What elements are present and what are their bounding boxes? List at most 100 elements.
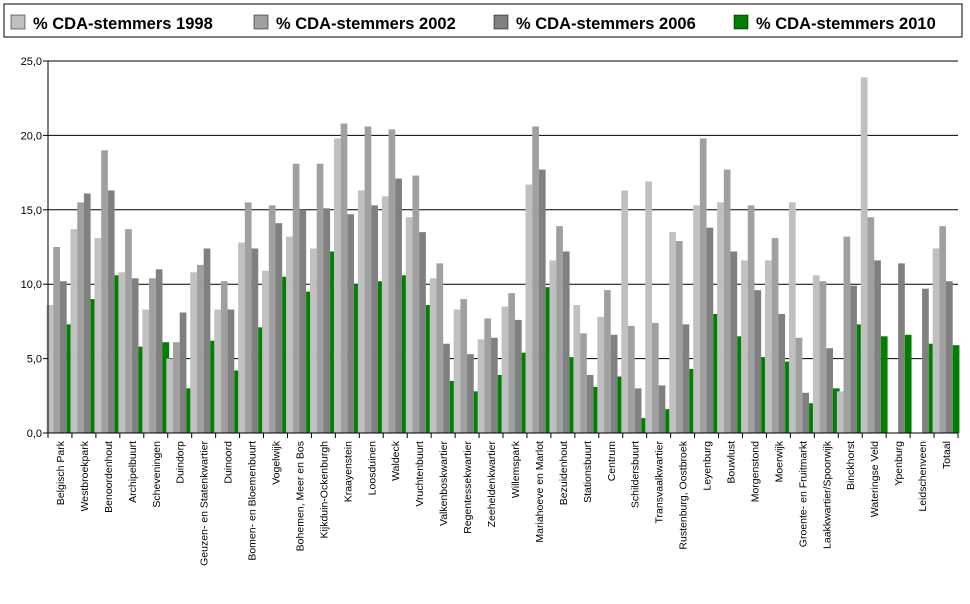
- bar: [220, 281, 228, 433]
- bar: [371, 205, 378, 433]
- y-tick-label: 5,0: [27, 354, 42, 366]
- bar: [395, 178, 402, 433]
- bar: [593, 386, 601, 433]
- bars: [46, 77, 960, 434]
- bar: [634, 388, 642, 433]
- x-category-label: Groente- en Fruitmarkt: [797, 441, 809, 547]
- bar: [306, 291, 313, 433]
- bar: [275, 223, 283, 433]
- bar: [843, 236, 851, 433]
- axes: [43, 60, 959, 438]
- y-tick-label: 0,0: [27, 428, 42, 440]
- bar: [699, 138, 707, 433]
- y-tick-label: 10,0: [21, 279, 42, 291]
- bar: [545, 287, 553, 433]
- bar: [173, 342, 180, 433]
- y-tick-label: 15,0: [21, 205, 42, 217]
- bar: [706, 227, 714, 433]
- x-category-label: Belgisch Park: [55, 440, 67, 505]
- x-category-label: Leyenburg: [702, 441, 714, 491]
- bar: [713, 313, 720, 433]
- bar: [952, 345, 960, 433]
- bar: [723, 169, 731, 433]
- bar: [556, 226, 563, 433]
- bar: [381, 196, 389, 433]
- bar: [227, 309, 235, 433]
- x-category-label: Ypenburg: [893, 441, 905, 486]
- bar: [549, 260, 557, 433]
- bar: [809, 403, 816, 433]
- bar: [484, 318, 492, 433]
- bar: [299, 209, 307, 433]
- bar: [617, 376, 625, 433]
- bar: [388, 129, 396, 433]
- bar: [347, 214, 355, 433]
- bar: [309, 248, 317, 433]
- bar: [693, 205, 700, 433]
- bar: [604, 290, 611, 433]
- bar: [922, 288, 929, 433]
- bar: [149, 278, 156, 433]
- bar: [628, 325, 635, 433]
- x-category-label: Zeeheldenkwartier: [486, 441, 498, 528]
- bar: [747, 205, 755, 433]
- bar: [785, 361, 792, 433]
- bar: [118, 272, 126, 433]
- bar: [641, 418, 649, 433]
- bar: [449, 380, 457, 433]
- bar: [59, 281, 67, 433]
- bar: [443, 343, 450, 433]
- bar: [70, 229, 78, 433]
- bar: [812, 275, 820, 433]
- bar: [142, 309, 150, 433]
- y-tick-label: 25,0: [21, 56, 42, 68]
- bar: [405, 217, 413, 433]
- bar: [597, 316, 605, 433]
- bar: [179, 312, 187, 433]
- legend: % CDA-stemmers 1998 % CDA-stemmers 2002 …: [10, 14, 936, 33]
- bar: [802, 392, 810, 433]
- bar: [946, 281, 953, 433]
- bar: [114, 275, 122, 433]
- x-category-label: Stationsbuurt: [582, 441, 594, 503]
- x-category-label: Waldeck: [390, 440, 402, 481]
- bar: [107, 190, 115, 433]
- bar: [238, 242, 245, 433]
- bar: [364, 126, 372, 434]
- bar: [323, 208, 331, 433]
- bar: [419, 232, 426, 433]
- legend-swatch-2002: [253, 14, 269, 30]
- bar: [46, 305, 54, 433]
- x-category-label: Bezuidenhout: [558, 441, 570, 505]
- bar: [66, 324, 74, 433]
- x-category-label: Rustenburg, Oostbroek: [678, 440, 690, 549]
- bar: [286, 236, 293, 433]
- x-category-label: Moerwijk: [773, 440, 785, 482]
- bar: [689, 369, 697, 433]
- bar: [460, 299, 468, 433]
- bar: [826, 348, 833, 433]
- x-category-label: Totaal: [941, 441, 953, 469]
- bar: [932, 248, 940, 433]
- x-category-label: Geuzen- en Statenkwartier: [199, 441, 211, 566]
- bar: [429, 278, 437, 433]
- bar: [737, 336, 744, 433]
- bar: [525, 184, 533, 433]
- x-category-label: Schildersbuurt: [630, 441, 642, 508]
- legend-swatch-2006: [493, 14, 509, 30]
- bar: [665, 409, 673, 433]
- bar: [856, 324, 864, 433]
- bar: [573, 305, 581, 433]
- bar: [210, 340, 218, 433]
- bar: [155, 269, 163, 433]
- bar: [562, 251, 570, 433]
- bar: [467, 354, 474, 433]
- x-axis-category-labels: Belgisch Park Westbroekpark Benoordenhout A…: [55, 440, 953, 566]
- bar: [764, 260, 772, 433]
- bar: [77, 202, 84, 433]
- bar: [166, 358, 174, 433]
- x-category-label: Regentessekwartier: [462, 441, 474, 534]
- x-category-label: Archipelbuurt: [127, 441, 139, 503]
- bar: [453, 309, 461, 433]
